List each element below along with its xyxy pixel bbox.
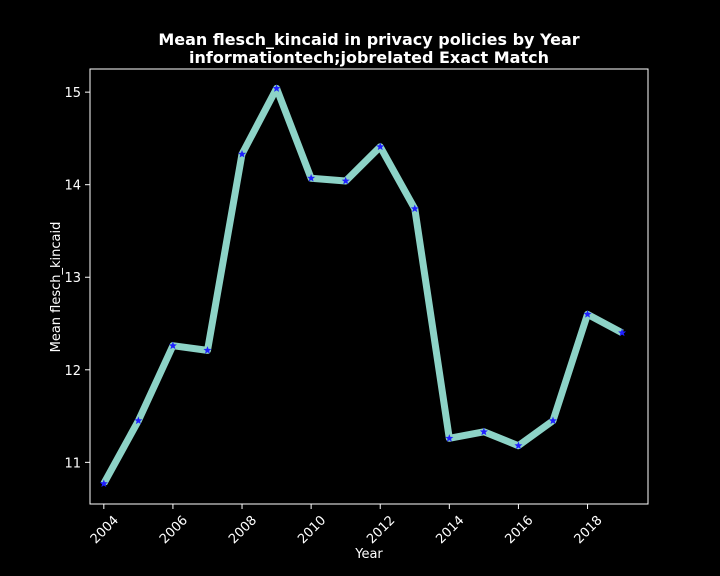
x-tick-label: 2016 <box>502 513 536 547</box>
x-tick-label: 2010 <box>295 513 329 547</box>
chart-title-line-1: Mean flesch_kincaid in privacy policies … <box>158 30 579 49</box>
x-tick-label: 2014 <box>433 513 467 547</box>
y-axis-label: Mean flesch_kincaid <box>49 222 64 353</box>
data-point-star <box>514 441 523 450</box>
y-tick-label: 15 <box>64 86 81 101</box>
series-line <box>100 84 624 486</box>
data-point-star <box>272 84 281 92</box>
data-point-star <box>134 416 143 425</box>
x-axis-ticks: 2004 2006 2008 2010 2012 2014 2016 2018 <box>88 504 606 547</box>
data-point-star <box>583 310 592 318</box>
data-point-star <box>307 174 316 182</box>
y-tick-label: 11 <box>64 456 81 471</box>
series-mean-flesch-kincaid <box>99 84 627 488</box>
data-point-star <box>376 142 385 151</box>
x-tick-label: 2008 <box>226 513 260 547</box>
data-point-star <box>341 176 350 185</box>
plot-area-frame <box>89 68 649 505</box>
data-point-star <box>445 434 454 442</box>
data-point-star <box>99 479 108 488</box>
data-point-star <box>168 341 177 350</box>
data-point-star <box>479 427 488 436</box>
chart-title-line-2: informationtech;jobrelated Exact Match <box>189 48 549 67</box>
data-point-star <box>410 204 419 213</box>
y-tick-label: 13 <box>64 271 81 286</box>
x-axis-label: Year <box>354 547 383 562</box>
data-point-star <box>548 416 557 425</box>
y-tick-label: 12 <box>64 364 81 379</box>
data-point-star <box>203 346 212 354</box>
data-point-star <box>618 328 627 337</box>
x-tick-label: 2012 <box>364 513 398 547</box>
x-tick-label: 2004 <box>88 513 122 547</box>
y-axis-ticks: 11 12 13 14 15 <box>64 86 90 471</box>
x-tick-label: 2018 <box>572 513 606 547</box>
x-tick-label: 2006 <box>157 513 191 547</box>
data-point-star <box>238 149 247 158</box>
y-tick-label: 14 <box>64 179 81 194</box>
